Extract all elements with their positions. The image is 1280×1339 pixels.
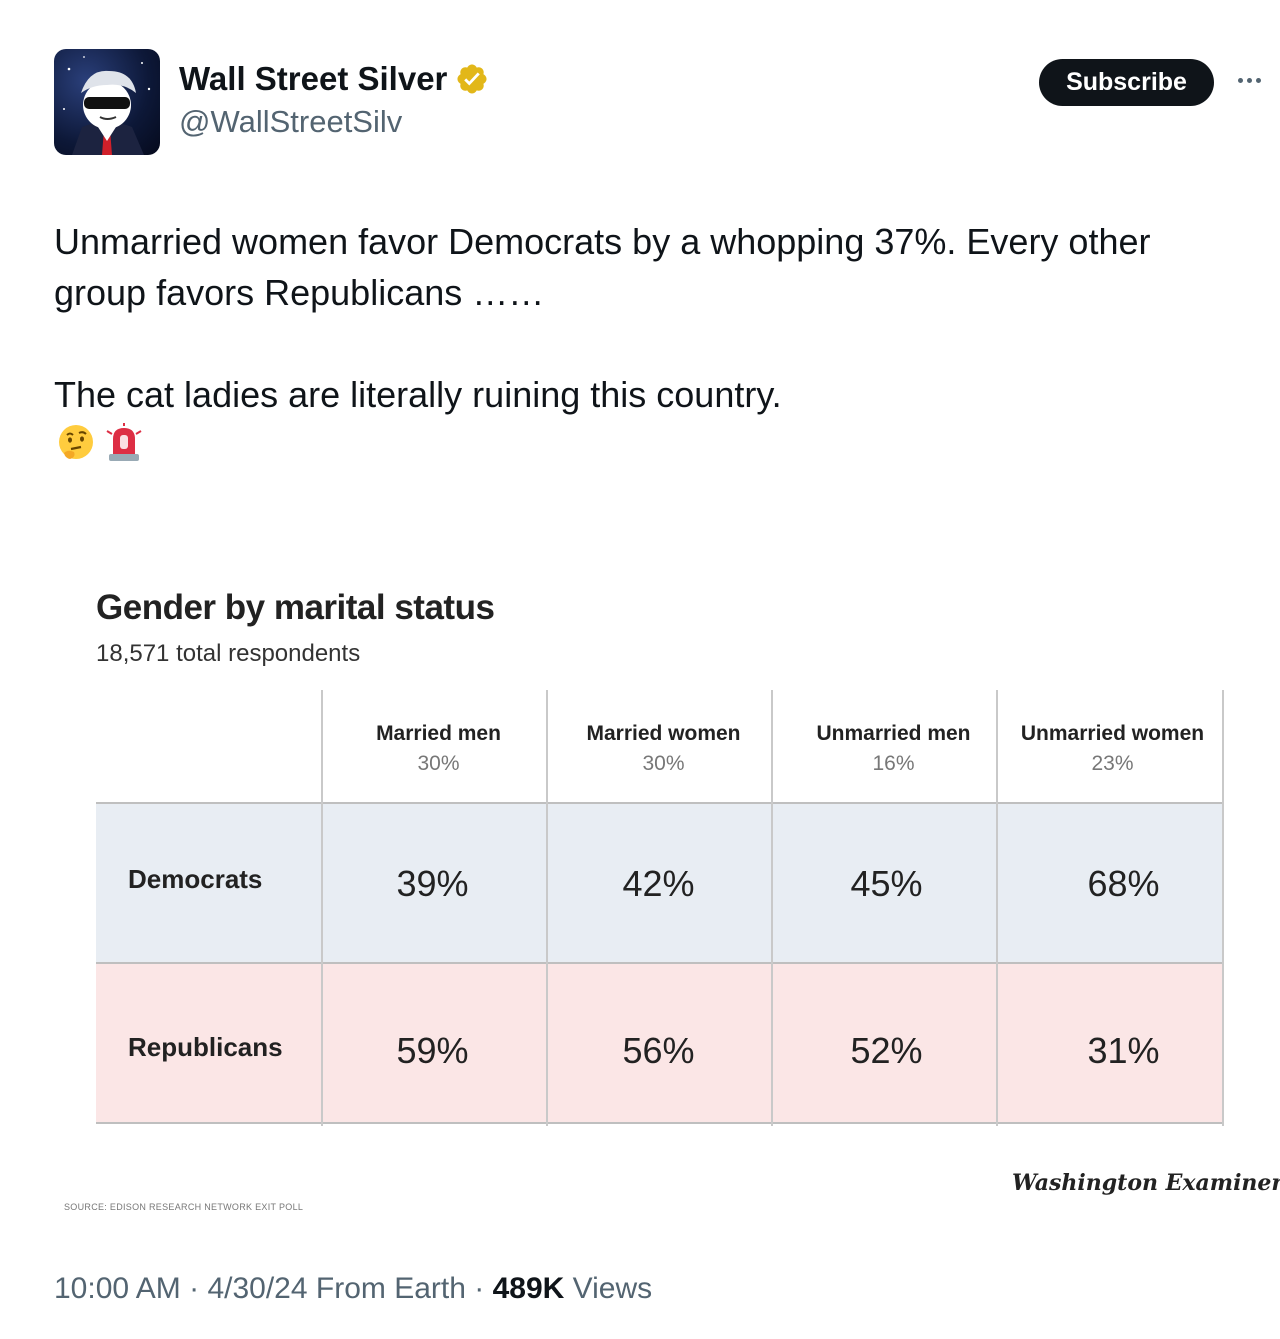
results-table: Married men 30% Married women 30% Unmarr… (96, 690, 1224, 1126)
emoji-row (56, 423, 144, 463)
police-light-icon (106, 423, 142, 461)
column-share: 30% (417, 752, 460, 775)
column-label: Married women (586, 722, 741, 745)
table-cell: 31% (1087, 1030, 1160, 1071)
author-handle[interactable]: @WallStreetSilv (179, 104, 403, 139)
column-share: 30% (642, 752, 685, 775)
column-label: Unmarried men (816, 722, 971, 745)
source-note: SOURCE: EDISON RESEARCH NETWORK EXIT POL… (64, 1202, 304, 1212)
column-share: 16% (872, 752, 915, 775)
more-dots-icon[interactable] (1232, 63, 1266, 97)
column-header-married-women: Married women 30% (551, 722, 776, 776)
column-share: 23% (1091, 752, 1134, 775)
divider (96, 802, 1224, 804)
tweet-date[interactable]: 4/30/24 (207, 1272, 308, 1305)
table-cell: 56% (622, 1030, 695, 1071)
column-label: Married men (376, 722, 501, 745)
column-label: Unmarried women (1020, 722, 1205, 745)
embedded-image[interactable]: Gender by marital status 18,571 total re… (54, 560, 1280, 1220)
table-row-democrats (96, 803, 1224, 963)
table-cell: 39% (396, 863, 469, 904)
row-label-republicans: Republicans (128, 1032, 283, 1062)
table-row-republicans (96, 963, 1224, 1123)
divider (321, 690, 323, 1126)
chart-subtitle: 18,571 total respondents (96, 640, 361, 667)
author-name[interactable]: Wall Street Silver (179, 60, 489, 98)
views-count: 489K (492, 1272, 565, 1305)
table-cell: 59% (396, 1030, 469, 1071)
tweet-meta: 10:00 AM · 4/30/24 From Earth · 489K Vie… (54, 1272, 653, 1305)
verified-badge-icon (457, 64, 487, 94)
divider (546, 690, 548, 1126)
tweet-source: From Earth (315, 1272, 466, 1305)
subscribe-button[interactable]: Subscribe (1039, 59, 1214, 106)
chart-title: Gender by marital status (96, 588, 495, 627)
table-cell: 42% (622, 863, 695, 904)
column-header-unmarried-men: Unmarried men 16% (781, 722, 1006, 776)
publisher-logo: Washington Examiner (1012, 1170, 1280, 1196)
divider (96, 962, 1224, 964)
thinking-face-icon (59, 425, 93, 459)
author-name-text: Wall Street Silver (179, 60, 448, 97)
views-label: Views (572, 1272, 653, 1305)
table-cell: 52% (850, 1030, 923, 1071)
divider (96, 1122, 1224, 1124)
table-cell: 45% (850, 863, 923, 904)
divider (771, 690, 773, 1126)
divider (1222, 690, 1224, 1126)
column-header-married-men: Married men 30% (326, 722, 551, 776)
column-header-unmarried-women: Unmarried women 23% (1000, 722, 1225, 776)
row-label-democrats: Democrats (128, 864, 263, 894)
tweet-text: Unmarried women favor Democrats by a who… (54, 221, 1151, 415)
tweet-time[interactable]: 10:00 AM (54, 1272, 181, 1305)
divider (996, 690, 998, 1126)
table-cell: 68% (1087, 863, 1160, 904)
avatar[interactable] (54, 49, 160, 155)
